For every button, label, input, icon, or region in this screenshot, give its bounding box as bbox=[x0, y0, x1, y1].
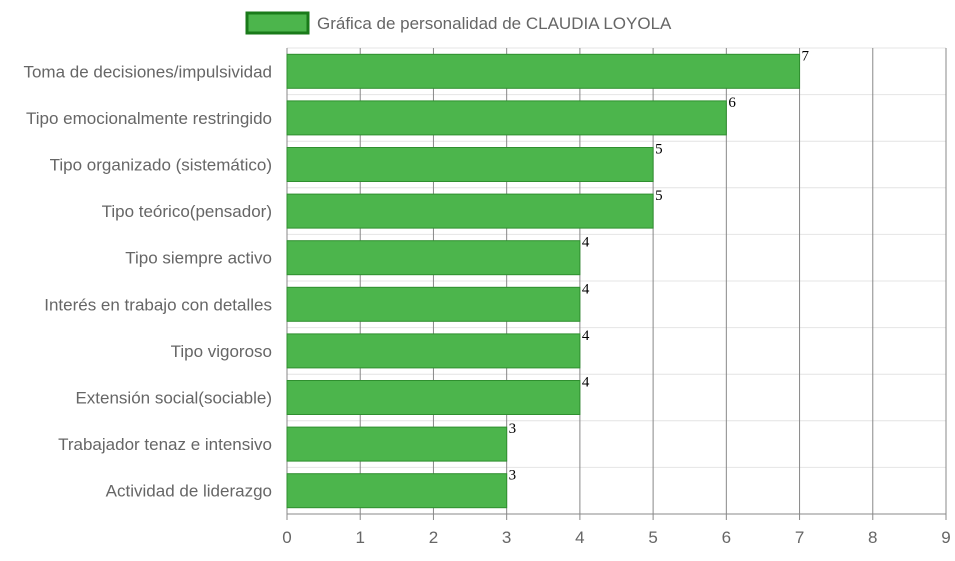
category-label: Tipo vigoroso bbox=[171, 342, 272, 361]
category-label: Tipo siempre activo bbox=[125, 249, 272, 268]
x-tick-label: 2 bbox=[429, 528, 438, 547]
bar[interactable] bbox=[286, 333, 581, 369]
data-label: 4 bbox=[582, 375, 590, 391]
data-label: 5 bbox=[655, 188, 663, 204]
legend-label: Gráfica de personalidad de CLAUDIA LOYOL… bbox=[317, 14, 672, 33]
data-label: 4 bbox=[582, 281, 590, 297]
bar[interactable] bbox=[286, 100, 727, 136]
category-label: Tipo organizado (sistemático) bbox=[50, 156, 272, 175]
bar[interactable] bbox=[286, 473, 508, 509]
x-tick-label: 5 bbox=[648, 528, 657, 547]
bar[interactable] bbox=[286, 426, 508, 462]
category-label: Extensión social(sociable) bbox=[75, 389, 272, 408]
data-label: 4 bbox=[582, 328, 590, 344]
data-label: 4 bbox=[582, 235, 590, 251]
x-tick-label: 4 bbox=[575, 528, 584, 547]
bar[interactable] bbox=[286, 193, 654, 229]
data-label: 7 bbox=[802, 48, 810, 64]
data-label: 5 bbox=[655, 142, 663, 158]
category-label: Actividad de liderazgo bbox=[106, 482, 272, 501]
x-tick-label: 6 bbox=[722, 528, 731, 547]
x-tick-label: 7 bbox=[795, 528, 804, 547]
data-label: 6 bbox=[728, 95, 736, 111]
data-label: 3 bbox=[509, 468, 516, 484]
category-label: Tipo emocionalmente restringido bbox=[26, 109, 272, 128]
data-labels: 7 6 5 5 4 4 4 4 3 3 bbox=[509, 48, 810, 483]
category-label: Toma de decisiones/impulsividad bbox=[23, 62, 272, 81]
legend[interactable]: Gráfica de personalidad de CLAUDIA LOYOL… bbox=[245, 11, 672, 35]
x-tick-label: 3 bbox=[502, 528, 511, 547]
category-label: Interés en trabajo con detalles bbox=[44, 295, 272, 314]
category-label: Trabajador tenaz e intensivo bbox=[58, 435, 272, 454]
bar[interactable] bbox=[286, 147, 654, 182]
bars bbox=[286, 53, 801, 509]
x-tick-label: 8 bbox=[868, 528, 877, 547]
bar[interactable] bbox=[286, 53, 801, 89]
x-tick-label: 0 bbox=[282, 528, 291, 547]
x-tick-label: 9 bbox=[941, 528, 950, 547]
x-axis-ticks: 0 1 2 3 4 5 6 7 8 9 bbox=[282, 528, 950, 547]
bar[interactable] bbox=[286, 240, 581, 276]
bar[interactable] bbox=[286, 286, 581, 322]
bar[interactable] bbox=[286, 380, 581, 415]
legend-swatch bbox=[245, 11, 310, 35]
x-tick-label: 1 bbox=[355, 528, 364, 547]
category-label: Tipo teórico(pensador) bbox=[102, 202, 272, 221]
data-label: 3 bbox=[509, 421, 516, 437]
category-labels: Toma de decisiones/impulsividad Tipo emoc… bbox=[23, 62, 272, 500]
